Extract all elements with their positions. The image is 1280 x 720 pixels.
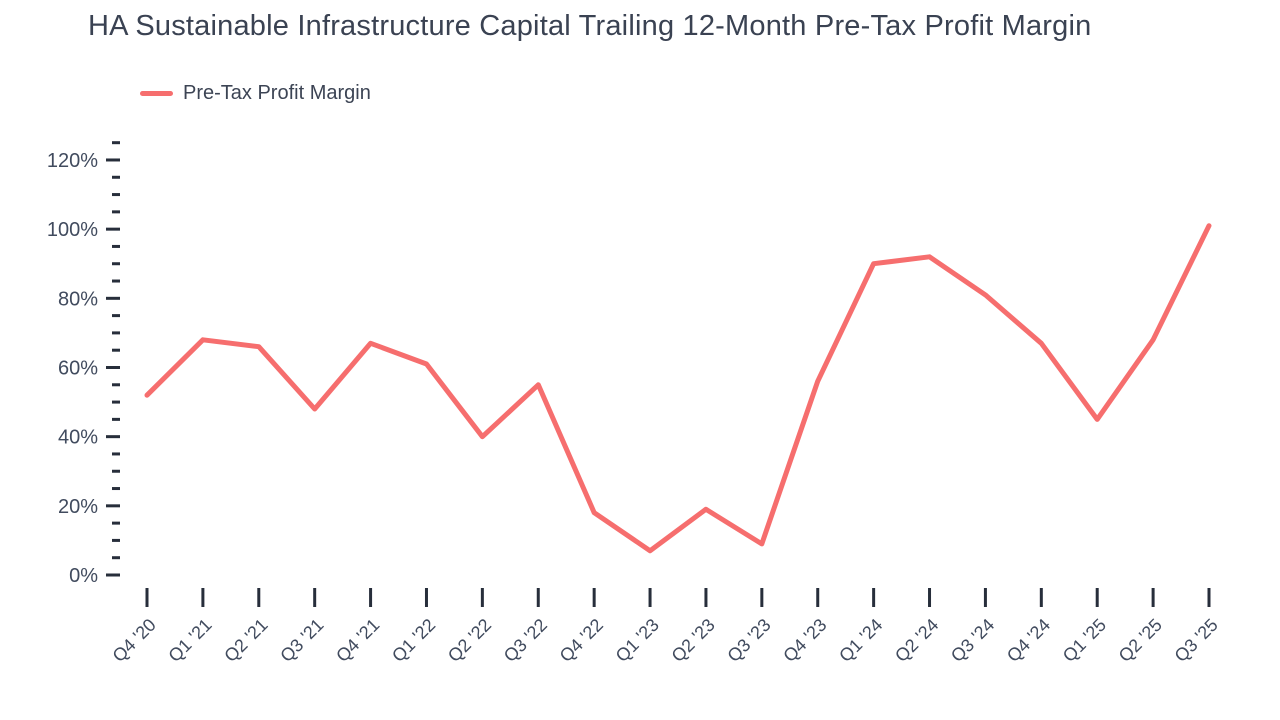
x-axis-labels: Q4 '20 Q1 '21 Q2 '21 Q3 '21 Q4 '21 Q1 '22 Q2 '…: [109, 615, 1222, 666]
svg-text:Q2 '23: Q2 '23: [668, 615, 719, 666]
svg-text:Q3 '24: Q3 '24: [947, 615, 998, 666]
svg-text:Q4 '21: Q4 '21: [332, 615, 383, 666]
svg-text:Q1 '21: Q1 '21: [164, 615, 215, 666]
svg-text:Q2 '22: Q2 '22: [444, 615, 495, 666]
svg-text:80%: 80%: [58, 288, 98, 310]
svg-text:Q4 '23: Q4 '23: [779, 615, 830, 666]
svg-text:Q2 '21: Q2 '21: [220, 615, 271, 666]
svg-text:Q4 '22: Q4 '22: [556, 615, 607, 666]
y-axis-labels: 0% 20% 40% 60% 80% 100% 120%: [47, 150, 98, 587]
legend: Pre-Tax Profit Margin: [140, 82, 371, 105]
svg-text:40%: 40%: [58, 427, 98, 449]
svg-text:0%: 0%: [69, 565, 98, 587]
pre-tax-profit-margin-line: [144, 223, 1212, 554]
x-axis-ticks: [145, 588, 1211, 607]
svg-text:120%: 120%: [47, 150, 98, 172]
svg-text:100%: 100%: [47, 219, 98, 241]
svg-text:Q3 '23: Q3 '23: [723, 615, 774, 666]
legend-line-swatch: [140, 91, 173, 96]
svg-text:Q2 '24: Q2 '24: [891, 615, 942, 666]
svg-text:Q2 '25: Q2 '25: [1115, 615, 1166, 666]
legend-label: Pre-Tax Profit Margin: [183, 82, 371, 104]
svg-text:Q3 '21: Q3 '21: [276, 615, 327, 666]
svg-text:60%: 60%: [58, 357, 98, 379]
svg-text:Q3 '25: Q3 '25: [1171, 615, 1222, 666]
svg-text:Q4 '24: Q4 '24: [1003, 615, 1054, 666]
y-axis-ticks: [106, 141, 120, 577]
svg-text:Q4 '20: Q4 '20: [109, 615, 160, 666]
svg-text:Q1 '24: Q1 '24: [835, 615, 886, 666]
svg-text:20%: 20%: [58, 496, 98, 518]
chart-title: HA Sustainable Infrastructure Capital Tr…: [88, 10, 1092, 42]
svg-text:Q1 '23: Q1 '23: [612, 615, 663, 666]
svg-text:Q1 '25: Q1 '25: [1059, 615, 1110, 666]
svg-text:Q1 '22: Q1 '22: [388, 615, 439, 666]
svg-text:Q3 '22: Q3 '22: [500, 615, 551, 666]
